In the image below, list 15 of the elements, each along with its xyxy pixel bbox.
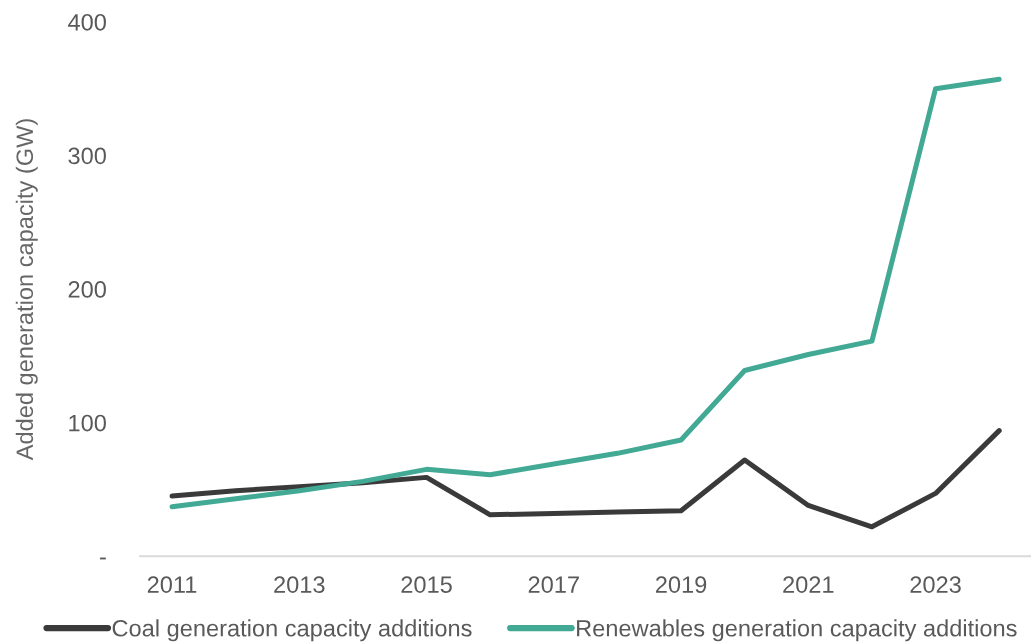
y-tick-label: 200 xyxy=(68,281,106,298)
legend-label: Renewables generation capacity additions xyxy=(577,619,1017,642)
legend-label: Coal generation capacity additions xyxy=(112,619,472,642)
y-tick-label: 300 xyxy=(68,147,106,165)
x-tick-label: 2021 xyxy=(783,576,834,593)
x-tick-label: 2011 xyxy=(147,576,197,593)
y-tick-label: 100 xyxy=(69,414,106,432)
x-tick-label: 2023 xyxy=(910,576,961,593)
y-tick-label: - xyxy=(100,557,106,560)
x-tick-label: 2017 xyxy=(528,576,579,593)
y-axis-title: Added generation capacity (GW) xyxy=(15,119,38,461)
x-tick-label: 2019 xyxy=(655,576,707,593)
x-tick-label: 2013 xyxy=(274,576,325,593)
y-tick-label: 400 xyxy=(68,13,106,31)
x-tick-label: 2015 xyxy=(401,576,452,593)
